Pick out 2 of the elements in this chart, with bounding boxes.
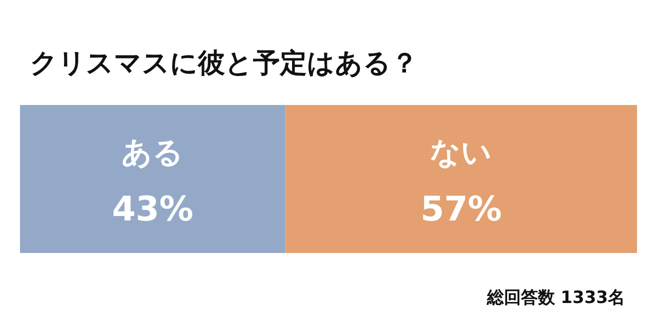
title: クリスマスに彼と予定はある？	[30, 48, 418, 79]
annotation: 総回答数 1333名	[486, 288, 625, 308]
